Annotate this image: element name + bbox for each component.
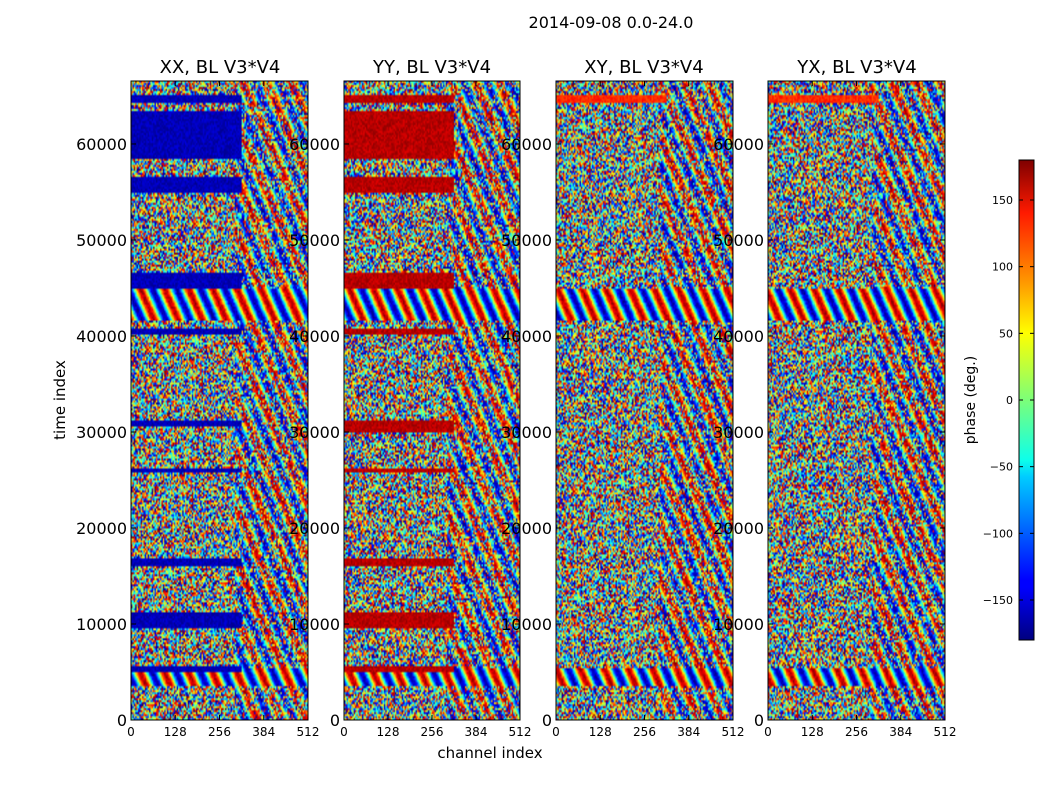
colorbar-label: phase (deg.) (963, 356, 979, 444)
y-tick-label: 50000 (713, 231, 764, 250)
colorbar-tick-label: 100 (992, 261, 1013, 274)
x-tick-label: 512 (297, 725, 320, 739)
figure-suptitle: 2014-09-08 0.0-24.0 (529, 13, 694, 32)
x-tick-label: 0 (127, 725, 135, 739)
x-tick-label: 128 (801, 725, 824, 739)
y-tick-label: 0 (330, 711, 340, 730)
y-tick-label: 0 (754, 711, 764, 730)
x-tick-label: 128 (377, 725, 400, 739)
colorbar: 150 100 50 0 −50 −100 −150 phase (deg.) (963, 159, 1035, 641)
y-axis-label: time index (51, 360, 69, 440)
x-tick-label: 256 (633, 725, 656, 739)
phase-heatmap (344, 81, 520, 720)
panel-title: YY, BL V3*V4 (372, 57, 491, 78)
panel-title: YX, BL V3*V4 (796, 57, 916, 78)
x-axis-label: channel index (437, 744, 542, 762)
x-tick-label: 384 (252, 725, 275, 739)
y-tick-label: 20000 (713, 519, 764, 538)
x-tick-label: 256 (845, 725, 868, 739)
y-tick-label: 20000 (289, 519, 340, 538)
colorbar-tick-label: 150 (992, 194, 1013, 207)
x-tick-label: 256 (208, 725, 231, 739)
y-tick-label: 10000 (76, 615, 127, 634)
y-tick-label: 10000 (501, 615, 552, 634)
phase-heatmap (768, 81, 945, 720)
y-tick-label: 40000 (713, 327, 764, 346)
x-tick-label: 0 (764, 725, 772, 739)
x-tick-label: 384 (677, 725, 700, 739)
x-tick-label: 0 (552, 725, 560, 739)
x-tick-label: 128 (164, 725, 187, 739)
panel-title: XX, BL V3*V4 (160, 57, 281, 78)
x-tick-label: 256 (421, 725, 444, 739)
y-tick-label: 50000 (76, 231, 127, 250)
y-tick-label: 30000 (76, 423, 127, 442)
y-tick-label: 50000 (289, 231, 340, 250)
panel-xx: XX, BL V3*V4 (130, 57, 309, 721)
y-tick-label: 10000 (713, 615, 764, 634)
x-tick-label: 384 (889, 725, 912, 739)
x-tick-label: 512 (934, 725, 957, 739)
y-tick-label: 40000 (76, 327, 127, 346)
y-tick-label: 60000 (76, 135, 127, 154)
y-tick-label: 20000 (501, 519, 552, 538)
phase-heatmap (131, 81, 308, 720)
colorbar-tick-label: −150 (983, 594, 1013, 607)
x-tick-label: 128 (589, 725, 612, 739)
y-tick-label: 40000 (501, 327, 552, 346)
phase-heatmap (556, 81, 733, 720)
colorbar-tick-label: −50 (990, 461, 1013, 474)
panel-title: XY, BL V3*V4 (584, 57, 703, 78)
x-tick-label: 512 (509, 725, 532, 739)
y-tick-label: 30000 (289, 423, 340, 442)
y-tick-label: 40000 (289, 327, 340, 346)
panel-yx: YX, BL V3*V4 (767, 57, 946, 721)
colorbar-tick-label: −100 (983, 527, 1013, 540)
x-tick-label: 384 (465, 725, 488, 739)
y-tick-label: 30000 (501, 423, 552, 442)
y-tick-label: 60000 (713, 135, 764, 154)
x-tick-label: 512 (722, 725, 745, 739)
y-tick-label: 0 (117, 711, 127, 730)
y-tick-label: 10000 (289, 615, 340, 634)
colorbar-tick-label: 50 (999, 327, 1013, 340)
colorbar-tick-label: 0 (1006, 394, 1013, 407)
y-tick-label: 30000 (713, 423, 764, 442)
panel-yy: YY, BL V3*V4 (343, 57, 521, 721)
y-tick-label: 50000 (501, 231, 552, 250)
y-tick-label: 0 (542, 711, 552, 730)
y-tick-label: 20000 (76, 519, 127, 538)
y-tick-label: 60000 (289, 135, 340, 154)
y-tick-label: 60000 (501, 135, 552, 154)
x-tick-label: 0 (340, 725, 348, 739)
panel-xy: XY, BL V3*V4 (555, 57, 734, 721)
